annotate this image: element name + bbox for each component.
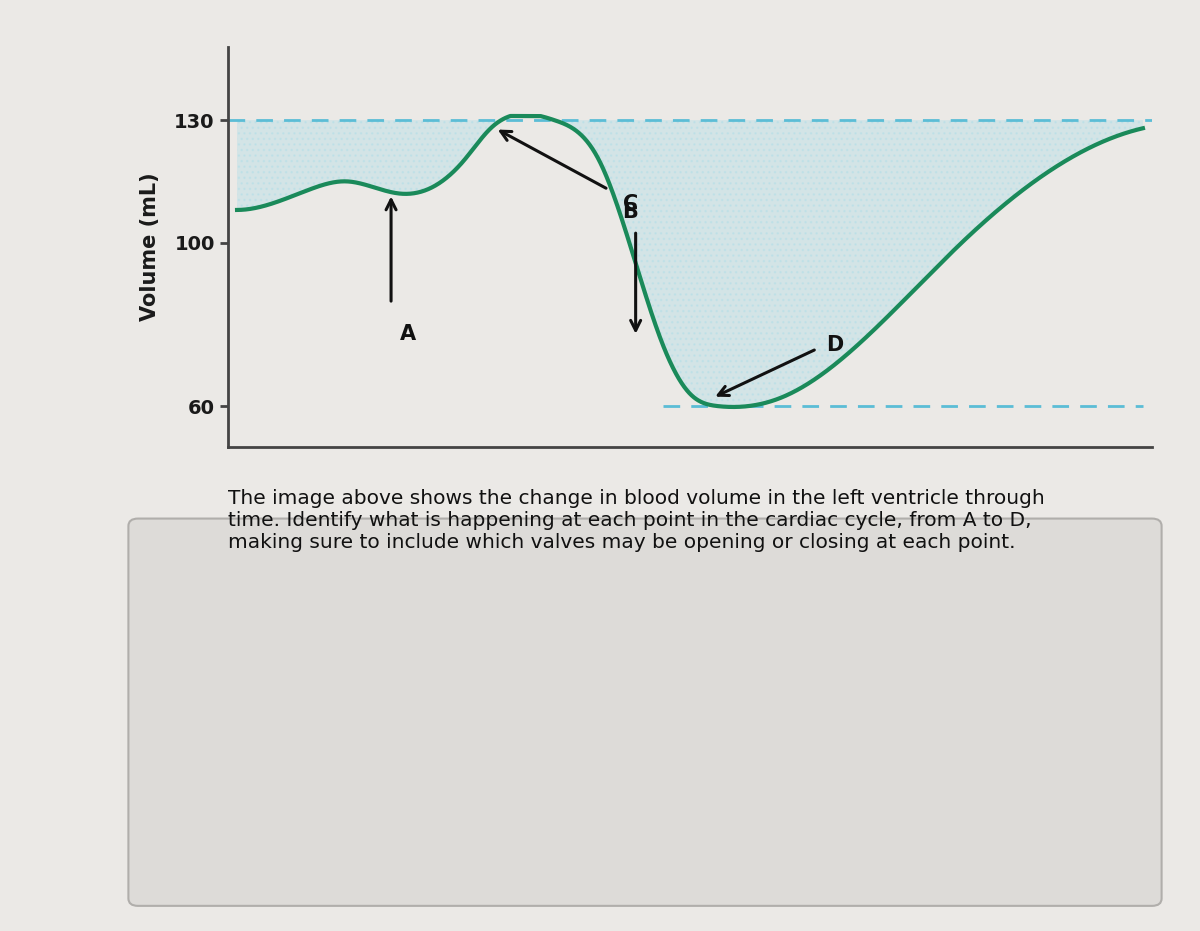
Text: B: B — [622, 202, 638, 222]
Text: D: D — [826, 335, 844, 355]
Y-axis label: Volume (mL): Volume (mL) — [140, 172, 161, 321]
Text: The image above shows the change in blood volume in the left ventricle through
t: The image above shows the change in bloo… — [228, 489, 1045, 552]
Text: A: A — [400, 324, 416, 344]
Text: C: C — [624, 194, 638, 214]
